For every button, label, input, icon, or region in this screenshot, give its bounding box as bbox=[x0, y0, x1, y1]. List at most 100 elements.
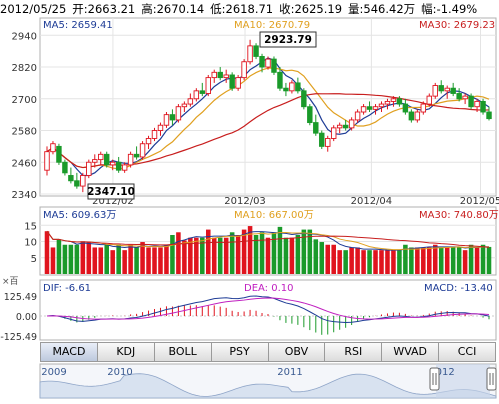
volume-bar bbox=[152, 247, 157, 274]
legend-vol-ma5: MA5: 609.63万 bbox=[43, 210, 116, 221]
volume-bar bbox=[403, 244, 408, 274]
high-callout-label: 2923.79 bbox=[264, 34, 312, 46]
quote-change: 幅:-1.49% bbox=[421, 2, 478, 16]
candle-body bbox=[62, 161, 68, 174]
candle bbox=[438, 80, 444, 94]
legend-vol-ma10: MA10: 667.00万 bbox=[234, 210, 314, 221]
candle-body bbox=[408, 111, 415, 121]
candle bbox=[486, 106, 492, 121]
quote-open: 开:2663.21 bbox=[72, 2, 136, 16]
candle-body bbox=[199, 90, 206, 94]
tab-macd[interactable]: MACD bbox=[40, 342, 98, 362]
quote-date: 2012/05/25 bbox=[0, 2, 67, 16]
indicator-tabs[interactable]: MACD KDJ BOLL PSY OBV RSI WVAD CCI bbox=[40, 342, 496, 362]
candle-body bbox=[378, 103, 385, 108]
candle bbox=[372, 104, 379, 115]
candle bbox=[265, 56, 271, 70]
candle bbox=[283, 82, 289, 97]
macd-unit-label: ×百 bbox=[2, 276, 19, 287]
volume-bar bbox=[432, 244, 438, 274]
candle bbox=[193, 88, 200, 102]
volume-bar bbox=[205, 229, 211, 274]
low-callout-label: 2347.10 bbox=[87, 186, 135, 198]
volume-bar bbox=[56, 239, 62, 274]
candle-body bbox=[104, 153, 110, 166]
volume-bar bbox=[68, 244, 74, 274]
left-handle-box[interactable] bbox=[429, 367, 440, 391]
candle-body bbox=[98, 153, 104, 161]
candle-body bbox=[354, 111, 361, 121]
volume-bar bbox=[259, 232, 265, 274]
candle-body bbox=[68, 175, 74, 182]
candle bbox=[80, 172, 86, 193]
volume-bar bbox=[217, 237, 223, 274]
candle-body bbox=[223, 74, 229, 79]
navigator-left-handle[interactable] bbox=[429, 367, 440, 391]
candle-body bbox=[384, 100, 391, 105]
volume-bar bbox=[62, 244, 68, 274]
tab-rsi[interactable]: RSI bbox=[325, 342, 383, 362]
macd-y-tick: 0.00 bbox=[16, 312, 37, 323]
volume-ma-lines bbox=[46, 230, 490, 251]
price-y-tick: 2700 bbox=[12, 95, 37, 106]
legend-dif: DIF: -6.61 bbox=[43, 283, 91, 294]
candle bbox=[402, 98, 409, 115]
volume-panel[interactable]: 15 10 5 MA5: 609.63万 MA10: 667.00万 MA30: 7… bbox=[24, 206, 499, 276]
candle bbox=[169, 109, 176, 126]
candle-body bbox=[486, 111, 492, 120]
candle bbox=[450, 82, 456, 97]
candle-body bbox=[157, 124, 164, 131]
tab-obv[interactable]: OBV bbox=[268, 342, 326, 362]
volume-bar bbox=[188, 237, 193, 274]
range-navigator[interactable]: 2009 2010 2011 2012 bbox=[39, 363, 497, 399]
quote-header: 2012/05/25 开:2663.21 高:2670.14 低:2618.71 收:2… bbox=[0, 0, 499, 18]
right-handle-box[interactable] bbox=[486, 367, 497, 391]
volume-bar bbox=[182, 240, 187, 274]
candle-body bbox=[330, 127, 337, 139]
candle bbox=[396, 96, 403, 107]
candle bbox=[366, 101, 373, 112]
volume-bar bbox=[247, 226, 253, 274]
volume-bar bbox=[86, 242, 92, 274]
volume-y-tick: 15 bbox=[24, 221, 37, 232]
tab-boll[interactable]: BOLL bbox=[154, 342, 212, 362]
candle bbox=[68, 167, 74, 184]
candle bbox=[199, 82, 206, 97]
volume-bar bbox=[283, 237, 289, 274]
candle-body bbox=[271, 58, 277, 73]
candle bbox=[217, 67, 223, 81]
candle bbox=[109, 159, 116, 171]
tab-wvad[interactable]: WVAD bbox=[382, 342, 440, 362]
candle bbox=[44, 146, 50, 176]
candle bbox=[241, 59, 247, 81]
candle bbox=[187, 93, 194, 107]
tab-psy[interactable]: PSY bbox=[211, 342, 269, 362]
tab-kdj[interactable]: KDJ bbox=[97, 342, 155, 362]
volume-bar bbox=[92, 247, 98, 274]
volume-bar bbox=[468, 244, 474, 274]
candle-body bbox=[56, 145, 62, 163]
volume-bar bbox=[373, 250, 378, 274]
candle bbox=[271, 56, 277, 75]
candle-body bbox=[307, 106, 313, 124]
price-y-tick: 2820 bbox=[12, 63, 37, 74]
candle bbox=[139, 141, 146, 160]
volume-bar bbox=[176, 232, 181, 274]
volume-bar bbox=[295, 235, 301, 274]
candle-body bbox=[139, 143, 146, 158]
navigator-right-handle[interactable] bbox=[486, 367, 497, 391]
candle-body bbox=[235, 77, 241, 89]
volume-bar bbox=[271, 232, 277, 274]
candle-body bbox=[187, 98, 194, 105]
macd-panel[interactable]: ×百 125.49 0.00 -125.49 DIF: -6.61 DEA: 0.1… bbox=[0, 276, 497, 343]
candle-body bbox=[74, 180, 80, 187]
volume-y-tick: 5 bbox=[31, 254, 37, 265]
candle-body bbox=[217, 71, 223, 79]
candle-body bbox=[205, 77, 211, 94]
tab-cci[interactable]: CCI bbox=[439, 342, 496, 362]
navigator-selection[interactable] bbox=[436, 364, 490, 398]
candle bbox=[480, 98, 486, 115]
candle bbox=[378, 101, 385, 112]
